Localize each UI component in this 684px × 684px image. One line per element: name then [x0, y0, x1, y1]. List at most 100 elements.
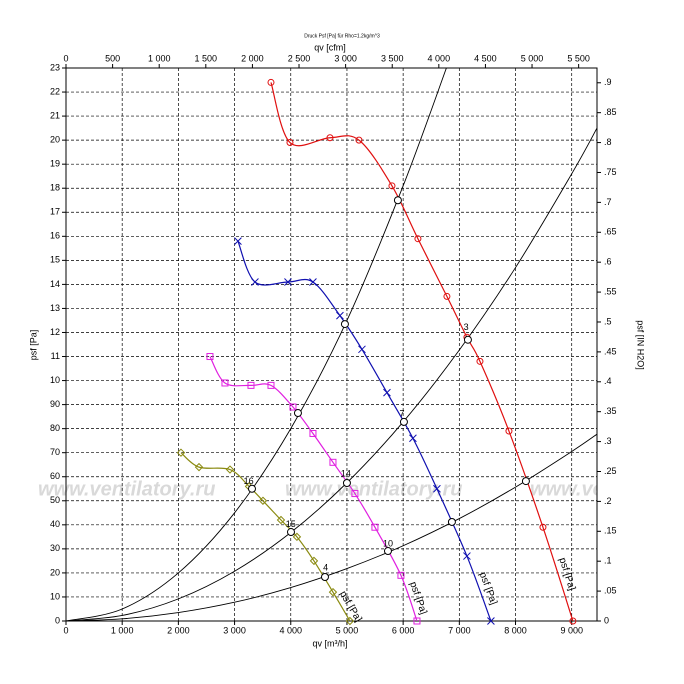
y2-axis-label: psf [IN H2O]: [636, 320, 646, 370]
x2-tick-label: 3 500: [381, 53, 404, 63]
marker: [326, 134, 334, 142]
marker: [371, 523, 379, 531]
x-tick-label: 5 000: [336, 625, 359, 635]
operating-point: [383, 547, 392, 556]
operating-point: [320, 573, 329, 582]
y2-tick-label: .65: [604, 227, 617, 237]
x2-tick-label: 500: [105, 53, 120, 63]
marker: [569, 617, 577, 625]
x-axis-label: qv [m³/h]: [312, 638, 347, 648]
operating-point: [342, 478, 351, 487]
y2-tick-label: .25: [604, 466, 617, 476]
annotation: 10: [383, 538, 393, 548]
watermarks: www.ventilatory.ru www.ventilatory.ru ww…: [38, 478, 684, 500]
series-line: [270, 82, 574, 621]
x-tick-label: 6 000: [392, 625, 415, 635]
y-tick-label: 18: [50, 183, 60, 193]
marker: [463, 552, 471, 560]
y2-tick-label: .5: [604, 316, 612, 326]
marker: [267, 78, 275, 86]
marker: [414, 235, 422, 243]
marker: [487, 617, 495, 625]
y2-tick-label: .8: [604, 137, 612, 147]
y-tick-label: 13: [50, 303, 60, 313]
annotation: 15: [286, 519, 296, 529]
y-tick-label: 20: [50, 135, 60, 145]
y-tick-label: 16: [50, 231, 60, 241]
marker: [221, 379, 229, 387]
marker: [443, 292, 451, 300]
y2-tick-label: 0: [604, 615, 609, 625]
marker: [251, 278, 259, 286]
annotation: 16: [244, 476, 254, 486]
system-curve: [66, 68, 447, 621]
marker: [351, 490, 359, 498]
marker: [505, 427, 513, 435]
y2-tick-label: .7: [604, 197, 612, 207]
y-tick-label: 19: [50, 159, 60, 169]
y-tick-label: 40: [50, 519, 60, 529]
operating-point: [247, 484, 256, 493]
x-tick-label: 8 000: [504, 625, 527, 635]
y-tick-label: 23: [50, 62, 60, 72]
x-tick-label: 1 000: [111, 625, 134, 635]
y-tick-label: 0: [55, 615, 60, 625]
marker: [413, 617, 421, 625]
y2-tick-label: .6: [604, 257, 612, 267]
x2-tick-label: 2 500: [288, 53, 311, 63]
watermark: www.ventilatory.ru: [530, 478, 684, 500]
x2-tick-label: 5 000: [521, 53, 544, 63]
y-tick-label: 10: [50, 375, 60, 385]
marker: [409, 434, 417, 443]
x2-axis-label: qv [cfm]: [314, 42, 346, 52]
operating-point: [293, 409, 302, 418]
marker: [286, 139, 294, 147]
marker: [345, 616, 355, 626]
marker: [225, 465, 235, 474]
x-tick-label: 0: [63, 625, 68, 635]
marker: [383, 388, 391, 397]
operating-point: [399, 417, 408, 426]
x2-tick-label: 4 000: [428, 53, 451, 63]
watermark: www.ventilatory.ru: [285, 478, 462, 500]
y2-tick-label: .2: [604, 496, 612, 506]
y2-tick-label: .9: [604, 77, 612, 87]
operating-point: [463, 335, 472, 344]
marker: [336, 311, 344, 320]
y-tick-label: 50: [50, 495, 60, 505]
x-tick-label: 9 000: [560, 625, 583, 635]
x2-tick-label: 0: [63, 53, 68, 63]
series-line: [209, 356, 418, 621]
marker: [194, 462, 204, 472]
marker: [309, 429, 317, 437]
marker: [397, 571, 405, 579]
y-tick-label: 60: [50, 471, 60, 481]
y-tick-label: 14: [50, 279, 60, 289]
chart-title: Druck Psf [Pa] für Rho=1.2kg/m^3: [304, 33, 380, 39]
y2-tick-label: .3: [604, 436, 612, 446]
y-tick-label: 11: [51, 351, 60, 361]
watermark: www.ventilatory.ru: [38, 478, 215, 500]
x2-tick-label: 5 500: [567, 53, 590, 63]
x2-tick-label: 1 000: [148, 53, 171, 63]
y-tick-label: 15: [50, 255, 60, 265]
marker: [309, 278, 317, 286]
y-tick-label: 20: [50, 567, 60, 577]
marker: [206, 353, 214, 361]
marker: [309, 556, 319, 566]
operating-point: [286, 528, 295, 537]
x-tick-label: 2 000: [167, 625, 190, 635]
y-tick-label: 90: [50, 399, 60, 409]
operating-point: [521, 477, 530, 486]
annotation: 14: [341, 469, 351, 479]
marker: [292, 532, 302, 542]
y-tick-label: 21: [50, 110, 60, 120]
x2-tick-label: 4 500: [474, 53, 497, 63]
operating-point: [447, 517, 456, 526]
y-tick-label: 12: [50, 327, 60, 337]
marker: [329, 458, 337, 466]
marker: [284, 278, 292, 286]
operating-point: [340, 320, 349, 329]
